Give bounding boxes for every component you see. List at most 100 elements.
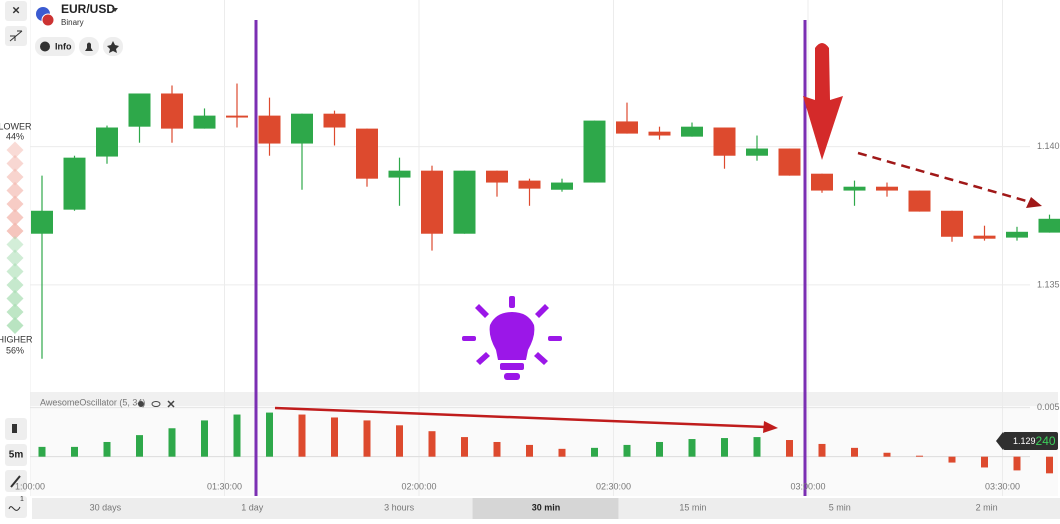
candle-body xyxy=(129,93,151,126)
oscillator-bar xyxy=(754,437,761,457)
oscillator-bar xyxy=(981,457,988,468)
candle-body xyxy=(811,174,833,191)
oscillator-bar xyxy=(396,425,403,456)
oscillator-bar xyxy=(234,415,241,457)
flag-us xyxy=(42,14,54,26)
candle-body xyxy=(31,211,53,234)
oscillator-bar xyxy=(526,445,533,457)
oscillator-bar xyxy=(169,428,176,456)
oscillator-bar xyxy=(331,417,338,456)
oscillator-bar xyxy=(1014,457,1021,471)
candle-body xyxy=(454,171,476,234)
oscillator-bar xyxy=(559,449,566,457)
oscillator-bar xyxy=(1046,457,1053,474)
oscillator-bar xyxy=(624,445,631,457)
y-tick-label: 1.135 xyxy=(1037,279,1060,289)
close-icon: × xyxy=(12,2,20,17)
lower-pct: 44% xyxy=(6,131,24,141)
oscillator-bar xyxy=(104,442,111,457)
time-label: 02:30:00 xyxy=(596,481,631,491)
candle-body xyxy=(259,116,281,144)
oscillator-bar xyxy=(71,447,78,457)
oscillator-header xyxy=(30,392,1058,406)
price-tail: 240 xyxy=(1036,434,1056,448)
period-label: 15 min xyxy=(679,502,706,512)
oscillator-bar xyxy=(364,420,371,456)
candle-body xyxy=(1039,219,1060,233)
candle-body xyxy=(194,116,216,129)
oscillator-bar xyxy=(461,437,468,457)
candle-body xyxy=(584,121,606,183)
period-label: 2 min xyxy=(976,502,998,512)
candle-body xyxy=(649,132,671,136)
candle-body xyxy=(519,181,541,189)
oscillator-bar xyxy=(656,442,663,457)
time-label: 02:00:00 xyxy=(401,481,436,491)
oscillator-bar xyxy=(39,447,46,457)
info-label: Info xyxy=(55,41,72,51)
candle-body xyxy=(291,114,313,144)
time-label: 01:30:00 xyxy=(207,481,242,491)
candle-body xyxy=(226,116,248,118)
period-label: 5 min xyxy=(829,502,851,512)
settings-icon[interactable] xyxy=(138,401,144,407)
candle-body xyxy=(844,187,866,191)
oscillator-bar xyxy=(494,442,501,457)
oscillator-bar xyxy=(266,413,273,457)
price-tag-main: 1.129240 xyxy=(1013,434,1056,448)
oscillator-bar xyxy=(136,435,143,457)
oscillator-bar xyxy=(299,415,306,457)
oscillator-bar xyxy=(201,420,208,456)
candle-body xyxy=(681,127,703,137)
oscillator-bar xyxy=(916,456,923,457)
time-label: 03:00:00 xyxy=(790,481,825,491)
y-tick-label: 0.005 xyxy=(1037,402,1060,412)
period-label: 30 min xyxy=(532,502,561,512)
chart-type-icon xyxy=(12,424,17,433)
subtitle: Binary xyxy=(61,18,84,27)
candle-body xyxy=(551,183,573,190)
oscillator-bar xyxy=(884,453,891,457)
candle-body xyxy=(746,149,768,156)
time-label: 1:00:00 xyxy=(15,481,45,491)
time-label: 03:30:00 xyxy=(985,481,1020,491)
candle-body xyxy=(941,211,963,237)
candle-body xyxy=(96,128,118,157)
candle-body xyxy=(324,114,346,128)
oscillator-bar xyxy=(786,440,793,457)
higher-pct: 56% xyxy=(6,345,24,355)
period-label: 1 day xyxy=(241,502,264,512)
candle-body xyxy=(356,129,378,179)
candle-body xyxy=(909,191,931,212)
info-icon xyxy=(40,42,50,52)
oscillator-bar xyxy=(949,457,956,463)
oscillator-bar xyxy=(851,448,858,457)
price-main: 1.129 xyxy=(1013,436,1036,446)
candle-body xyxy=(486,171,508,183)
oscillator-title: AwesomeOscillator (5, 34) xyxy=(40,397,145,407)
candle-body xyxy=(389,171,411,178)
oscillator-bar xyxy=(819,444,826,457)
candle-body xyxy=(421,171,443,234)
lower-label: LOWER xyxy=(0,121,32,131)
timeframe: 5m xyxy=(9,450,24,461)
candle-body xyxy=(714,128,736,156)
candle-body xyxy=(161,93,183,128)
oscillator-bar xyxy=(689,439,696,457)
oscillator-bar xyxy=(429,431,436,456)
candle-body xyxy=(779,149,801,176)
oscillator-bar xyxy=(591,448,598,457)
period-label: 3 hours xyxy=(384,502,415,512)
y-tick-label: 1.140 xyxy=(1037,141,1060,151)
candle-body xyxy=(64,158,86,210)
period-label: 30 days xyxy=(90,502,122,512)
candle-body xyxy=(1006,232,1028,238)
higher-label: HIGHER xyxy=(0,334,33,344)
period-buttons: 30 days 1 day 3 hours 30 min 15 min 5 min 2 mi… xyxy=(32,498,1059,519)
indicator-badge: 1 xyxy=(20,496,24,503)
symbol[interactable]: EUR/USD xyxy=(61,2,115,16)
candle-body xyxy=(974,236,996,239)
candle-body xyxy=(616,121,638,133)
candle-body xyxy=(876,187,898,191)
